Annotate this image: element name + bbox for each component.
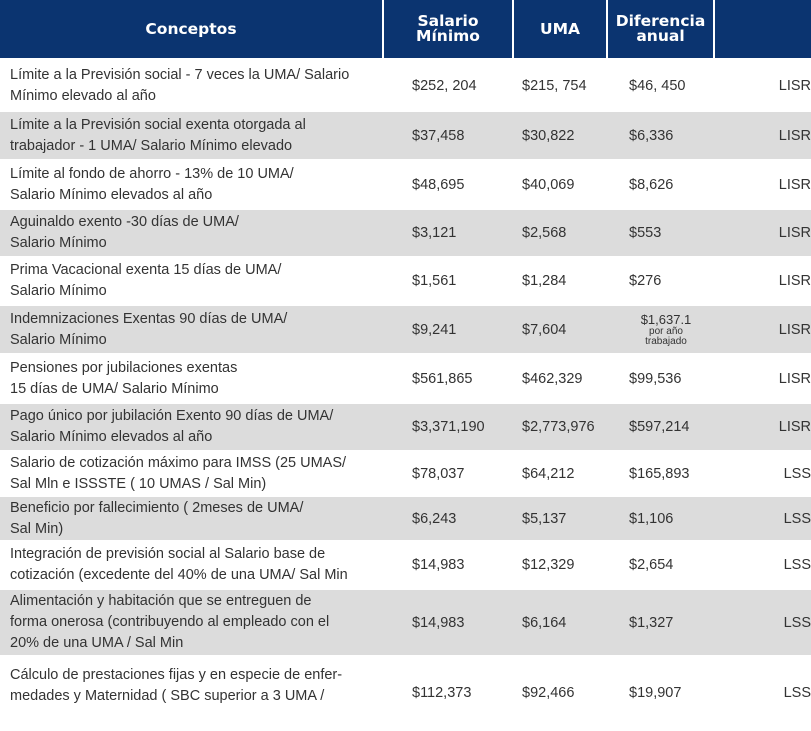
concept-cell: Alimentación y habitación que se entregu…: [10, 593, 330, 651]
table-row: Límite al fondo de ahorro - 13% de 10 UM…: [0, 161, 811, 210]
salario-cell: $78,037: [412, 465, 465, 482]
salario-cell: $48,695: [412, 176, 465, 193]
concept-cell: Aguinaldo exento -30 días de UMA/ Salari…: [10, 214, 239, 251]
ley-cell: LSS: [783, 614, 811, 631]
ley-cell: LISR: [778, 419, 811, 435]
table-row: Integración de previsión social al Salar…: [0, 542, 811, 590]
ley-cell: LSS: [783, 510, 811, 527]
salario-cell: $14,983: [412, 557, 465, 573]
concept-cell: Cálculo de prestaciones fijas y en espec…: [10, 667, 343, 704]
concept-cell: Indemnizaciones Exentas 90 días de UMA/ …: [10, 310, 288, 348]
uma-cell: $215, 754: [522, 78, 587, 94]
diferencia-note: por año trabajado: [645, 325, 687, 347]
diferencia-cell: $597,214: [629, 419, 690, 435]
salario-cell: $37,458: [412, 127, 465, 144]
concept-cell: Límite a la Previsión social - 7 veces l…: [10, 67, 350, 104]
diferencia-cell: $2,654: [629, 557, 674, 573]
table-row: Prima Vacacional exenta 15 días de UMA/ …: [0, 258, 811, 306]
concept-cell: Límite a la Previsión social exenta otor…: [10, 116, 306, 154]
salario-cell: $112,373: [412, 685, 472, 701]
table-row: Cálculo de prestaciones fijas y en espec…: [0, 657, 811, 731]
ley-cell: LSS: [783, 685, 811, 701]
salario-cell: $252, 204: [412, 78, 477, 94]
table-header: Conceptos Salario Mínimo UMA Diferencia …: [0, 0, 811, 62]
table-row: Indemnizaciones Exentas 90 días de UMA/ …: [0, 306, 811, 355]
uma-cell: $12,329: [522, 557, 575, 573]
salario-cell: $3,121: [412, 225, 457, 241]
uma-cell: $2,568: [522, 225, 567, 241]
uma-cell: $40,069: [522, 176, 575, 193]
ley-cell: LISR: [778, 370, 811, 387]
salario-cell: $561,865: [412, 370, 473, 387]
concept-cell: Salario de cotización máximo para IMSS (…: [10, 454, 347, 492]
diferencia-cell: $1,637.1 por año trabajado: [629, 311, 739, 347]
table-row: Pensiones por jubilaciones exentas 15 dí…: [0, 355, 811, 404]
concept-cell: Beneficio por fallecimiento ( 2meses de …: [10, 499, 304, 537]
uma-cell: $64,212: [522, 465, 575, 482]
salario-cell: $1,561: [412, 273, 457, 289]
salario-cell: $9,241: [412, 321, 457, 338]
uma-cell: $7,604: [522, 321, 567, 338]
uma-cell: $30,822: [522, 127, 575, 144]
salario-cell: $14,983: [412, 614, 465, 631]
concept-cell: Integración de previsión social al Salar…: [10, 546, 348, 583]
ley-cell: LISR: [778, 225, 811, 241]
diferencia-cell: $46, 450: [629, 78, 686, 94]
diferencia-cell: $19,907: [629, 685, 682, 701]
uma-cell: $6,164: [522, 614, 567, 631]
uma-cell: $92,466: [522, 685, 575, 701]
diferencia-cell: $165,893: [629, 465, 690, 482]
uma-cell: $2,773,976: [522, 419, 595, 435]
header-salario-minimo: Salario Mínimo: [384, 0, 512, 58]
ley-cell: LISR: [778, 127, 811, 144]
ley-cell: LSS: [783, 557, 811, 573]
diferencia-cell: $6,336: [629, 127, 674, 144]
header-diferencia-anual: Diferencia anual: [608, 0, 713, 58]
concept-cell: Límite al fondo de ahorro - 13% de 10 UM…: [10, 165, 294, 203]
table-row: Alimentación y habitación que se entregu…: [0, 590, 811, 657]
header-conceptos: Conceptos: [0, 0, 382, 58]
salario-cell: $3,371,190: [412, 419, 485, 435]
header-uma: UMA: [514, 0, 606, 58]
diferencia-cell: $276: [629, 273, 662, 289]
table-row: Límite a la Previsión social exenta otor…: [0, 112, 811, 161]
diferencia-cell: $1,327: [629, 614, 674, 631]
diferencia-value: $1,637.1: [640, 311, 692, 327]
diferencia-cell: $553: [629, 225, 662, 241]
concept-cell: Pensiones por jubilaciones exentas 15 dí…: [10, 359, 238, 397]
diferencia-cell: $8,626: [629, 176, 674, 193]
ley-cell: LISR: [778, 273, 811, 289]
table-row: Límite a la Previsión social - 7 veces l…: [0, 62, 811, 112]
salario-cell: $6,243: [412, 510, 457, 527]
concept-cell: Prima Vacacional exenta 15 días de UMA/ …: [10, 262, 282, 299]
uma-cell: $1,284: [522, 273, 567, 289]
diferencia-cell: $99,536: [629, 370, 682, 387]
concept-cell: Pago único por jubilación Exento 90 días…: [10, 408, 334, 445]
diferencia-cell: $1,106: [629, 510, 674, 527]
uma-cell: $462,329: [522, 370, 583, 387]
ley-cell: LISR: [778, 321, 811, 338]
ley-cell: LSS: [783, 465, 811, 482]
uma-cell: $5,137: [522, 510, 567, 527]
table-row: Pago único por jubilación Exento 90 días…: [0, 404, 811, 452]
ley-cell: LISR: [778, 176, 811, 193]
table-row: Aguinaldo exento -30 días de UMA/ Salari…: [0, 210, 811, 258]
ley-cell: LISR: [778, 78, 811, 94]
header-ley: [715, 0, 811, 58]
table-row: Beneficio por fallecimiento ( 2meses de …: [0, 497, 811, 542]
table-row: Salario de cotización máximo para IMSS (…: [0, 452, 811, 497]
